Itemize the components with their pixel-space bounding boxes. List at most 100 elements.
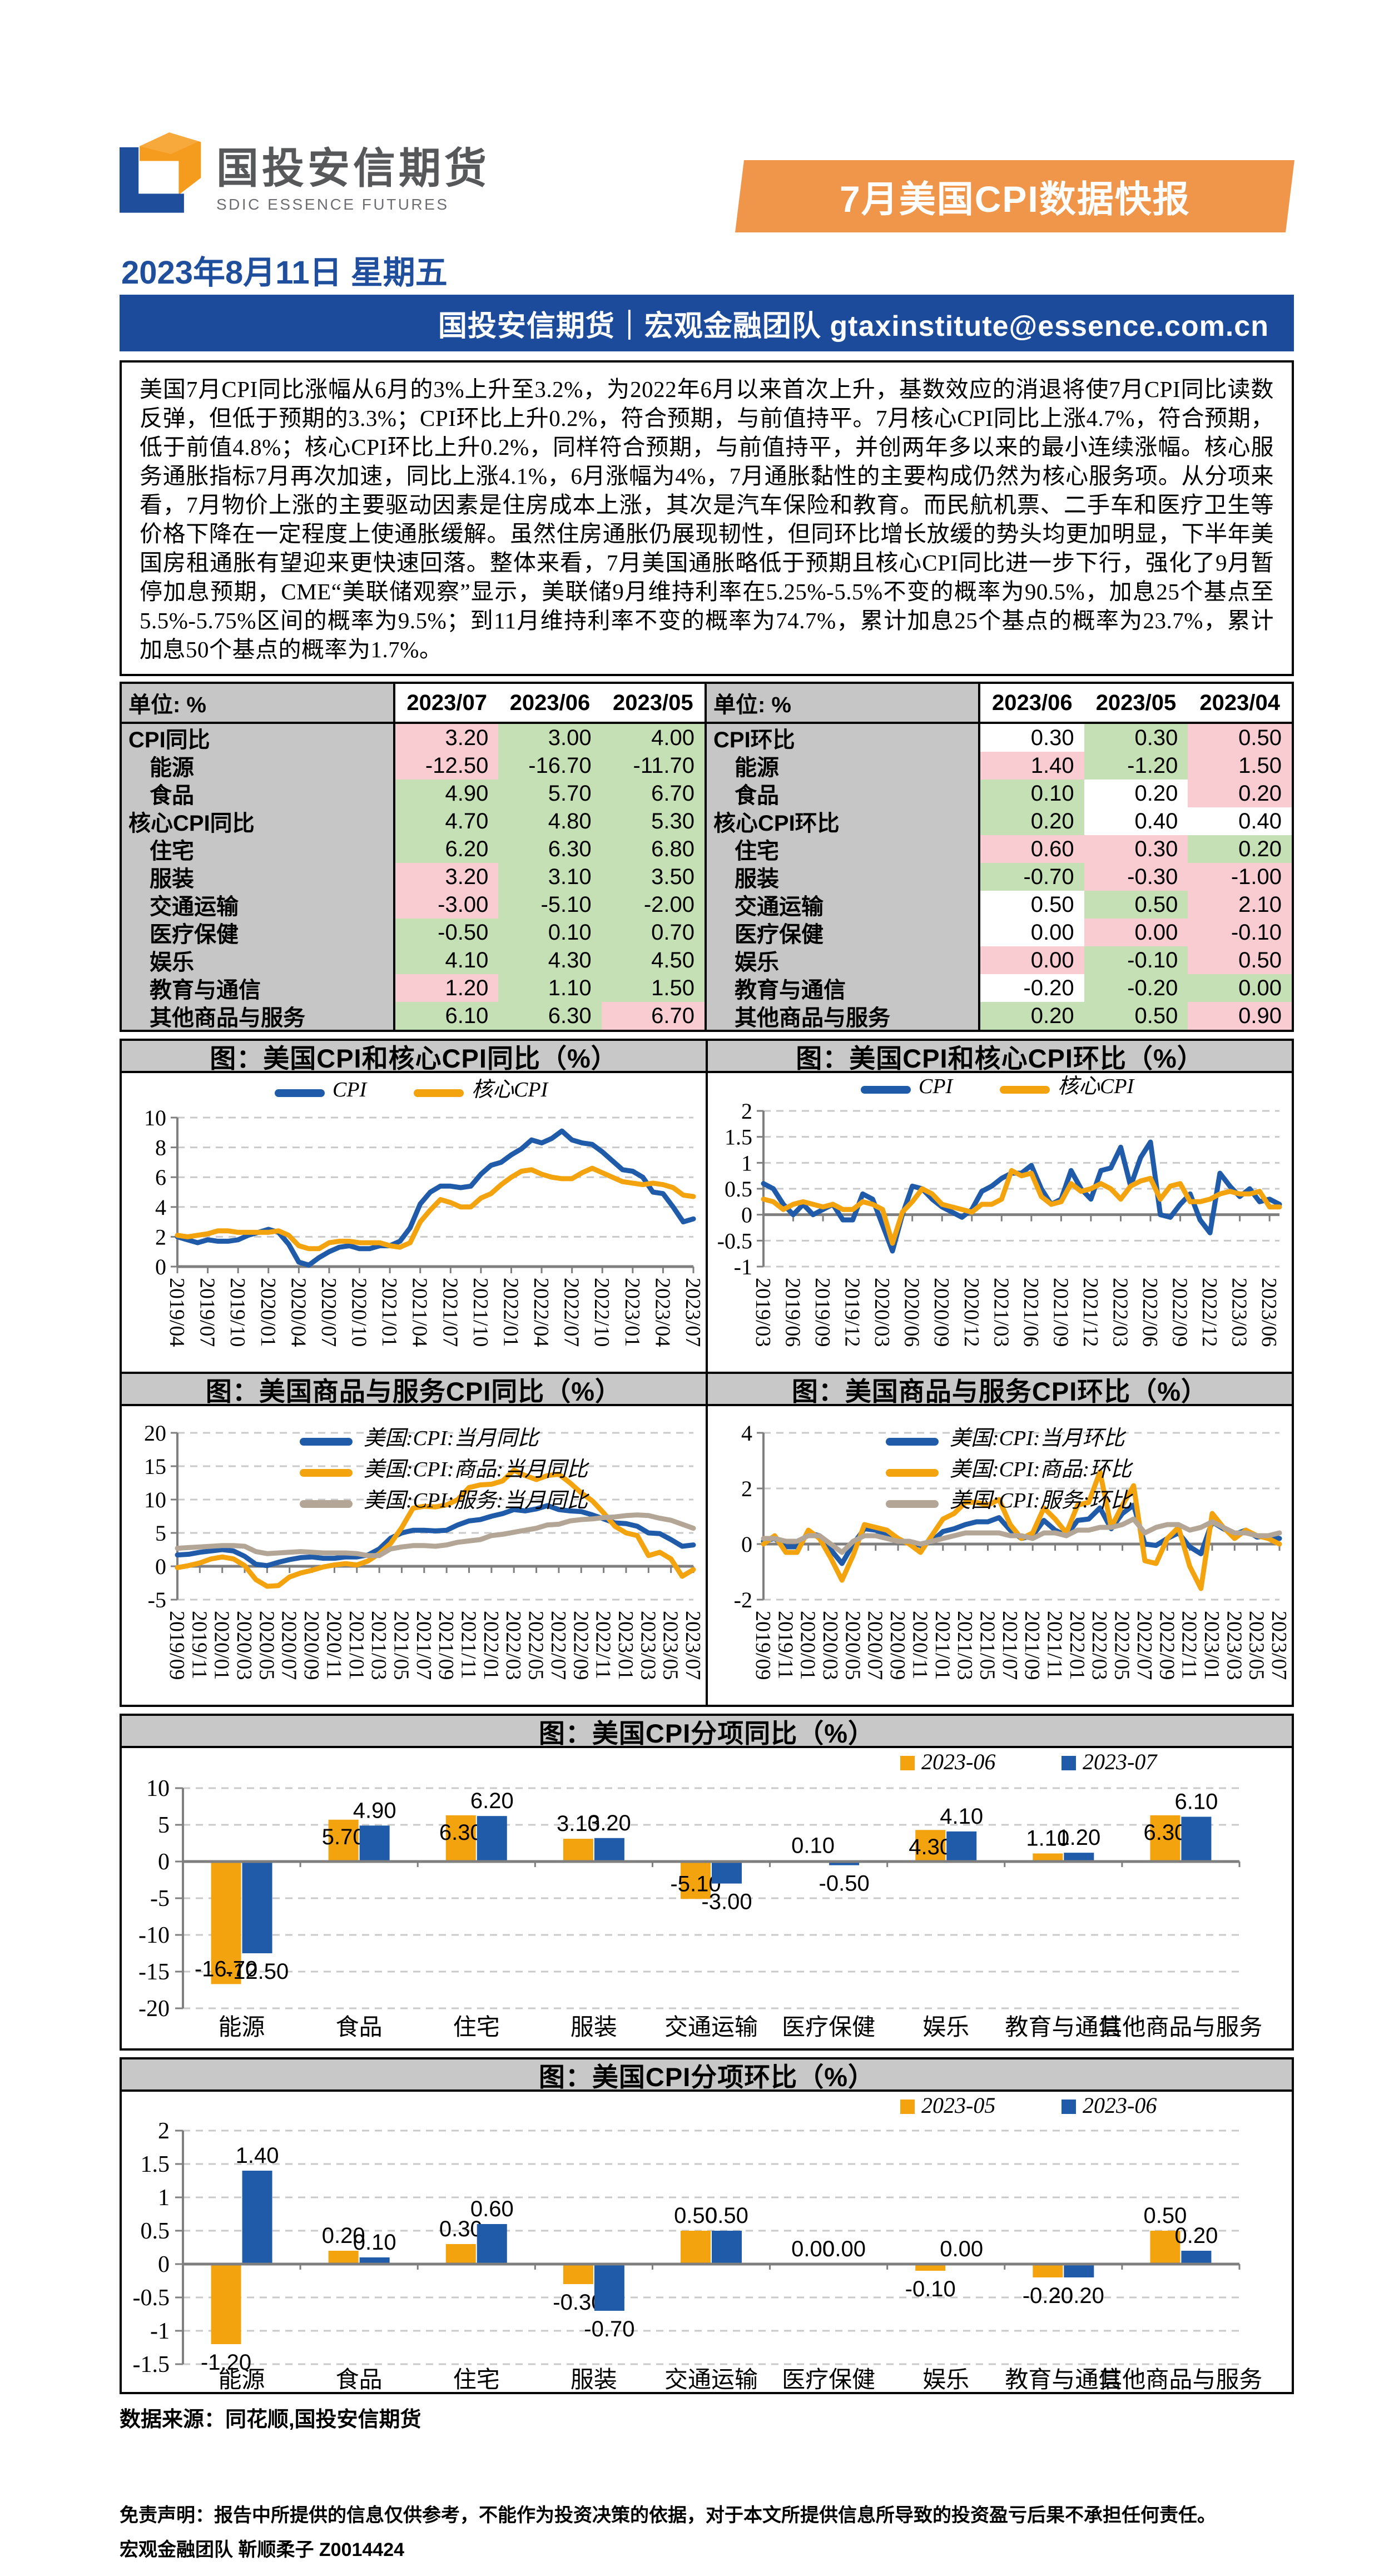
table-cell: 0.70 (601, 919, 705, 946)
x-tick-label: 2019/11 (187, 1611, 211, 1679)
legend-swatch (275, 1089, 325, 1097)
logo-cn: 国投安信期货 (216, 145, 490, 192)
x-tick-label: 2021/09 (434, 1611, 458, 1680)
chart-title: 图：美国商品与服务CPI同比（%） (122, 1374, 706, 1406)
table-unit-header: 单位: % (122, 684, 395, 724)
company-logo: 国投安信期货 SDIC ESSENCE FUTURES (120, 127, 490, 217)
bar-value-label: -16.70 (195, 1957, 257, 1981)
table-cell: -16.70 (498, 752, 602, 780)
x-tick-label: 2020/01 (796, 1611, 820, 1680)
table-cell: -3.00 (395, 891, 499, 919)
bar (681, 1862, 711, 1899)
y-tick-label: 0 (741, 1532, 752, 1557)
y-tick-label: 0 (158, 2252, 170, 2277)
category-label: 交通运输 (664, 2367, 758, 2392)
table-cell: 1.50 (1188, 752, 1292, 780)
y-tick-label: 4 (741, 1421, 752, 1446)
legend-label: 美国:CPI:商品:环比 (950, 1458, 1133, 1481)
legend-swatch (1000, 1086, 1050, 1094)
table-cell: 0.60 (980, 835, 1084, 863)
table-row-label: 教育与通信 (122, 974, 395, 1002)
bar (915, 1830, 946, 1862)
x-tick-label: 2019/06 (781, 1278, 805, 1347)
table-cell: 3.20 (395, 724, 499, 752)
y-tick-label: 1.5 (141, 2152, 170, 2177)
x-tick-label: 2023/01 (614, 1611, 637, 1680)
x-tick-label: 2021/05 (389, 1611, 413, 1680)
bar (359, 1825, 390, 1862)
legend-label: 美国:CPI:商品:当月同比 (364, 1458, 589, 1481)
table-row-label: 核心CPI同比 (122, 807, 395, 836)
x-tick-label: 2022/11 (1178, 1611, 1201, 1679)
y-tick-label: -15 (138, 1959, 170, 1985)
bar (946, 1831, 977, 1862)
disclaimer-text: 免责声明：报告中所提供的信息仅供参考，不能作为投资决策的依据，对于本文所提供信息… (120, 2505, 1216, 2526)
x-tick-label: 2022/07 (547, 1611, 570, 1680)
legend-label: 2023-07 (1083, 1749, 1158, 1774)
category-label: 医疗保健 (782, 2367, 875, 2392)
summary-text: 美国7月CPI同比涨幅从6月的3%上升至3.2%，为2022年6月以来首次上升，… (120, 360, 1294, 676)
category-label: 服装 (571, 2367, 617, 2392)
x-tick-label: 2019/09 (811, 1278, 834, 1347)
x-tick-label: 2021/07 (412, 1611, 435, 1680)
bar-value-label: 0.60 (470, 2197, 514, 2221)
cpi-mom-line-chart: -1-0.500.511.52 2019/03 2019/06 2019/09 2019… (708, 1073, 1292, 1372)
bar (1033, 2264, 1063, 2277)
bar-value-label: 0.50 (1144, 2203, 1187, 2228)
x-tick-label: 2021/11 (1043, 1611, 1067, 1679)
table-cell: 0.30 (1084, 835, 1188, 863)
bar (594, 2264, 624, 2311)
category-label: 教育与通信 (1005, 2014, 1122, 2041)
table-col-header: 2023/07 (395, 684, 499, 724)
table-cell: 6.30 (498, 1002, 602, 1030)
table-cell: 5.70 (498, 780, 602, 807)
y-tick-label: 2 (155, 1224, 166, 1249)
bar-value-label: 4.10 (940, 1804, 983, 1829)
bar-value-label: 1.20 (1057, 1825, 1100, 1850)
category-label: 教育与通信 (1005, 2367, 1122, 2392)
table-cell: 0.10 (980, 780, 1084, 807)
goods-services-yoy-line-chart: -5051015202019/092019/112020/012020/0320… (122, 1406, 706, 1705)
bar (211, 1862, 241, 1984)
table-cell: 3.00 (498, 724, 602, 752)
logo-mark-icon (120, 132, 201, 213)
x-tick-label: 2019/12 (841, 1278, 864, 1347)
bar (1181, 2251, 1212, 2264)
table-cell: 1.10 (498, 974, 602, 1002)
table-cell: -12.50 (395, 752, 499, 780)
category-label: 医疗保健 (782, 2015, 875, 2041)
bar-value-label: 0.00 (940, 2237, 983, 2261)
table-cell: 4.90 (395, 780, 499, 807)
bar-value-label: -0.10 (905, 2277, 956, 2301)
x-tick-label: 2022/03 (1108, 1278, 1132, 1347)
table-cell: 0.40 (1188, 807, 1292, 835)
x-tick-label: 2023/07 (1267, 1611, 1291, 1680)
table-cell: 0.20 (980, 807, 1084, 835)
x-tick-label: 2023/03 (1222, 1611, 1246, 1680)
table-row-label: 娱乐 (122, 946, 395, 975)
category-label: 娱乐 (922, 2015, 969, 2041)
chart-title: 图：美国CPI和核心CPI环比（%） (708, 1041, 1292, 1073)
table-cell: 6.70 (601, 780, 705, 807)
bar-value-label: -0.50 (819, 1872, 870, 1896)
legend-swatch (886, 1469, 939, 1477)
x-tick-label: 2020/07 (277, 1611, 301, 1680)
x-tick-label: 2020/09 (300, 1611, 323, 1680)
bar-value-label: -0.70 (584, 2317, 634, 2341)
team-bar: 国投安信期货｜宏观金融团队 gtaxinstitute@essence.com.… (120, 295, 1294, 351)
series-line (175, 1128, 696, 1268)
bar (1033, 1853, 1063, 1862)
category-label: 住宅 (453, 2014, 500, 2041)
y-tick-label: -2 (734, 1587, 752, 1612)
table-row-label: 服装 (122, 863, 395, 891)
y-tick-label: 4 (155, 1195, 166, 1220)
table-col-header: 2023/05 (1084, 684, 1188, 724)
bar-value-label: 5.70 (322, 1825, 365, 1849)
x-tick-label: 2020/03 (870, 1278, 894, 1347)
table-row-label: 能源 (122, 752, 395, 780)
table-cell: 0.40 (1084, 807, 1188, 835)
x-tick-label: 2020/03 (232, 1611, 256, 1680)
category-label: 住宅 (453, 2367, 500, 2392)
legend-label: 2023-06 (921, 1749, 995, 1774)
